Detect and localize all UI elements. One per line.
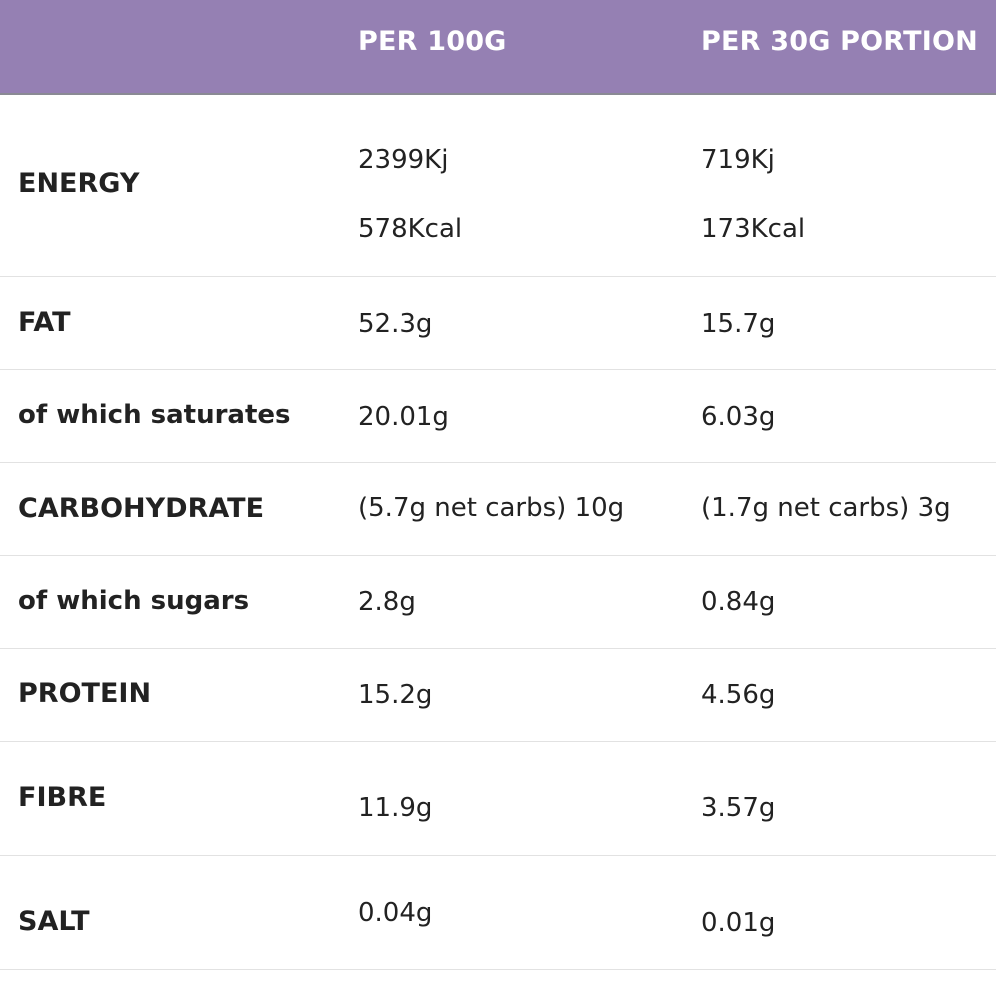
row-label: of which saturates (18, 400, 291, 430)
row-label: CARBOHYDRATE (18, 493, 265, 524)
value-per-100g-kj: 2399Kj (358, 145, 449, 175)
value-per-100g: 2.8g (358, 587, 416, 617)
value-per-portion: 3.57g (701, 793, 776, 823)
value-per-portion-kj: 719Kj (701, 145, 775, 175)
row-label: PROTEIN (18, 678, 152, 709)
row-label: SALT (18, 906, 90, 937)
table-row-saturates: of which saturates 20.01g 6.03g (0, 370, 996, 463)
value-per-portion: (1.7g net carbs) 3g (701, 493, 951, 523)
table-row-energy: ENERGY 2399Kj 578Kcal 719Kj 173Kcal (0, 95, 996, 277)
value-per-100g: 0.04g (358, 898, 433, 928)
table-row-salt: SALT 0.04g 0.01g (0, 856, 996, 970)
value-per-100g: 15.2g (358, 680, 433, 710)
value-per-portion: 15.7g (701, 309, 776, 339)
column-header-per-portion: PER 30G PORTION (701, 26, 978, 57)
table-row-sugars: of which sugars 2.8g 0.84g (0, 556, 996, 649)
row-label: of which sugars (18, 586, 250, 616)
table-row-fat: FAT 52.3g 15.7g (0, 277, 996, 370)
row-label: FIBRE (18, 782, 107, 813)
value-per-portion: 6.03g (701, 402, 776, 432)
table-row-fibre: FIBRE 11.9g 3.57g (0, 742, 996, 856)
value-per-100g: 20.01g (358, 402, 449, 432)
value-per-portion: 4.56g (701, 680, 776, 710)
table-row-carbohydrate: CARBOHYDRATE (5.7g net carbs) 10g (1.7g … (0, 463, 996, 556)
value-per-portion: 0.01g (701, 908, 776, 938)
row-label: ENERGY (18, 168, 140, 199)
value-per-portion-kcal: 173Kcal (701, 214, 806, 244)
value-per-100g-kcal: 578Kcal (358, 214, 463, 244)
table-header: PER 100G PER 30G PORTION (0, 0, 996, 95)
row-label: FAT (18, 307, 71, 338)
value-per-100g: (5.7g net carbs) 10g (358, 493, 625, 523)
value-per-100g: 11.9g (358, 793, 433, 823)
table-row-protein: PROTEIN 15.2g 4.56g (0, 649, 996, 742)
value-per-100g: 52.3g (358, 309, 433, 339)
value-per-portion: 0.84g (701, 587, 776, 617)
column-header-per-100g: PER 100G (358, 26, 507, 57)
